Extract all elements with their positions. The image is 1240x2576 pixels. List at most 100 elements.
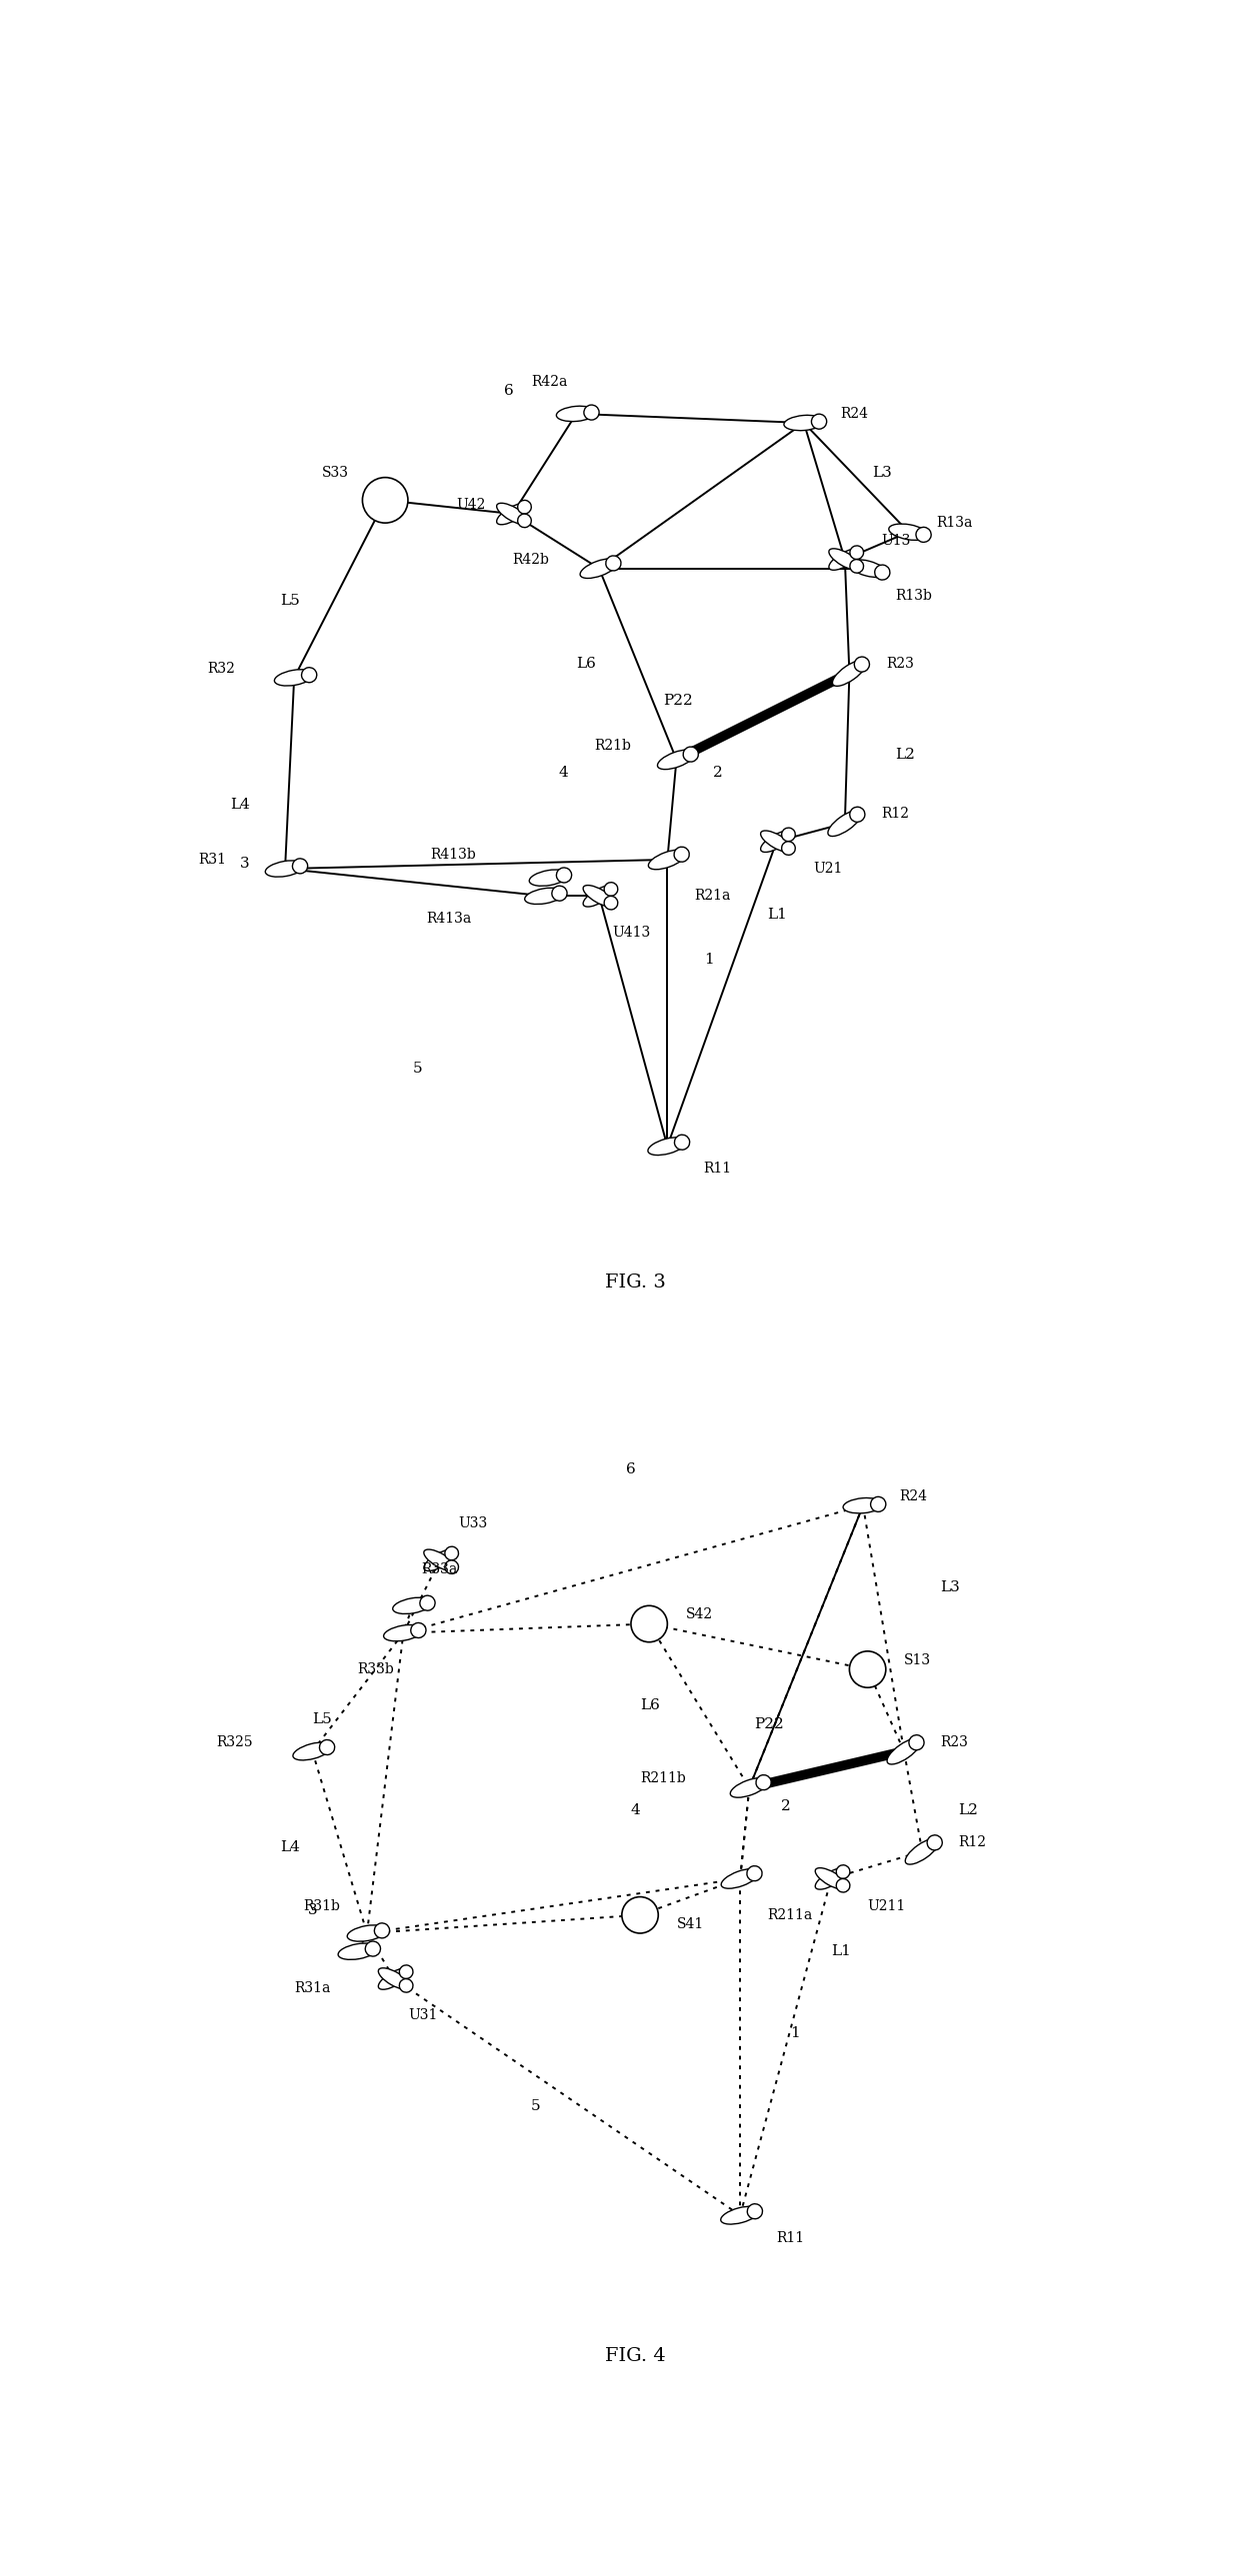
Text: L4: L4 <box>231 799 250 811</box>
Ellipse shape <box>265 860 305 876</box>
Ellipse shape <box>445 1561 459 1574</box>
Text: R24: R24 <box>841 407 868 420</box>
Text: S33: S33 <box>321 466 348 479</box>
Ellipse shape <box>378 1968 410 1989</box>
Ellipse shape <box>347 1924 387 1942</box>
Ellipse shape <box>649 850 687 871</box>
Text: R23: R23 <box>885 657 914 670</box>
Text: R24: R24 <box>899 1489 928 1504</box>
Ellipse shape <box>293 858 308 873</box>
Text: S41: S41 <box>677 1917 704 1932</box>
Text: 6: 6 <box>503 384 513 399</box>
Circle shape <box>849 1651 885 1687</box>
Ellipse shape <box>836 1865 849 1878</box>
Ellipse shape <box>828 811 862 837</box>
Ellipse shape <box>730 1777 769 1798</box>
Ellipse shape <box>675 1136 689 1149</box>
Ellipse shape <box>909 1736 924 1749</box>
Ellipse shape <box>525 889 564 904</box>
Ellipse shape <box>781 842 795 855</box>
Text: S42: S42 <box>686 1607 713 1623</box>
Text: L2: L2 <box>959 1803 978 1819</box>
Text: R13b: R13b <box>895 590 931 603</box>
Ellipse shape <box>916 528 931 541</box>
Text: 5: 5 <box>531 2099 541 2112</box>
Ellipse shape <box>811 415 827 430</box>
Ellipse shape <box>583 886 615 907</box>
Ellipse shape <box>424 1548 456 1571</box>
Text: L1: L1 <box>831 1945 851 1958</box>
Ellipse shape <box>445 1546 459 1561</box>
Text: R413b: R413b <box>430 848 476 863</box>
Ellipse shape <box>399 1965 413 1978</box>
Text: R21b: R21b <box>594 739 631 752</box>
Ellipse shape <box>832 659 867 685</box>
Ellipse shape <box>529 871 569 886</box>
Ellipse shape <box>849 559 863 572</box>
Ellipse shape <box>781 827 795 842</box>
Ellipse shape <box>887 1739 921 1765</box>
Ellipse shape <box>557 868 572 884</box>
Ellipse shape <box>760 829 792 853</box>
Ellipse shape <box>420 1595 435 1610</box>
Text: 3: 3 <box>308 1904 317 1917</box>
Text: 2: 2 <box>781 1798 791 1814</box>
Text: L5: L5 <box>280 592 300 608</box>
Ellipse shape <box>584 404 599 420</box>
Text: U211: U211 <box>868 1899 906 1914</box>
Text: L4: L4 <box>280 1839 300 1855</box>
Text: L6: L6 <box>640 1698 660 1713</box>
Ellipse shape <box>874 564 890 580</box>
Ellipse shape <box>854 657 869 672</box>
Text: 5: 5 <box>413 1061 422 1077</box>
Text: R33b: R33b <box>357 1662 394 1677</box>
Ellipse shape <box>517 500 531 513</box>
Text: L3: L3 <box>872 466 892 479</box>
Ellipse shape <box>828 549 861 569</box>
Text: R13a: R13a <box>936 515 972 531</box>
Ellipse shape <box>849 806 864 822</box>
Text: U413: U413 <box>613 925 651 940</box>
Text: 4: 4 <box>631 1803 641 1819</box>
Text: L5: L5 <box>312 1713 332 1726</box>
Text: L2: L2 <box>895 747 915 762</box>
Ellipse shape <box>905 1839 939 1865</box>
Ellipse shape <box>604 884 618 896</box>
Ellipse shape <box>517 513 531 528</box>
Ellipse shape <box>393 1597 433 1613</box>
Text: R12: R12 <box>959 1834 987 1850</box>
Text: P22: P22 <box>754 1718 784 1731</box>
Ellipse shape <box>374 1924 389 1937</box>
Ellipse shape <box>301 667 316 683</box>
Text: R413a: R413a <box>427 912 471 925</box>
Text: R42b: R42b <box>512 551 549 567</box>
Ellipse shape <box>366 1942 381 1955</box>
Text: R211a: R211a <box>768 1909 812 1922</box>
Ellipse shape <box>410 1623 427 1638</box>
Ellipse shape <box>293 1741 332 1759</box>
Ellipse shape <box>424 1548 456 1571</box>
Ellipse shape <box>649 1136 687 1154</box>
Ellipse shape <box>815 1868 847 1888</box>
Text: R11: R11 <box>704 1162 732 1177</box>
Text: R21a: R21a <box>694 889 732 904</box>
Ellipse shape <box>928 1834 942 1850</box>
Ellipse shape <box>784 415 823 430</box>
Circle shape <box>621 1896 658 1932</box>
Text: 2: 2 <box>713 765 723 781</box>
Text: R31: R31 <box>198 853 226 866</box>
Text: R31b: R31b <box>303 1899 340 1914</box>
Ellipse shape <box>399 1978 413 1991</box>
Text: R23: R23 <box>940 1736 968 1749</box>
Ellipse shape <box>497 502 528 526</box>
Text: U21: U21 <box>813 863 842 876</box>
Text: 1: 1 <box>704 953 713 966</box>
Ellipse shape <box>557 407 596 422</box>
Ellipse shape <box>848 559 887 577</box>
Text: R211b: R211b <box>640 1772 686 1785</box>
Text: R325: R325 <box>217 1736 253 1749</box>
Text: R12: R12 <box>882 806 909 822</box>
Ellipse shape <box>583 886 615 907</box>
Ellipse shape <box>378 1968 410 1989</box>
Ellipse shape <box>722 1868 759 1888</box>
